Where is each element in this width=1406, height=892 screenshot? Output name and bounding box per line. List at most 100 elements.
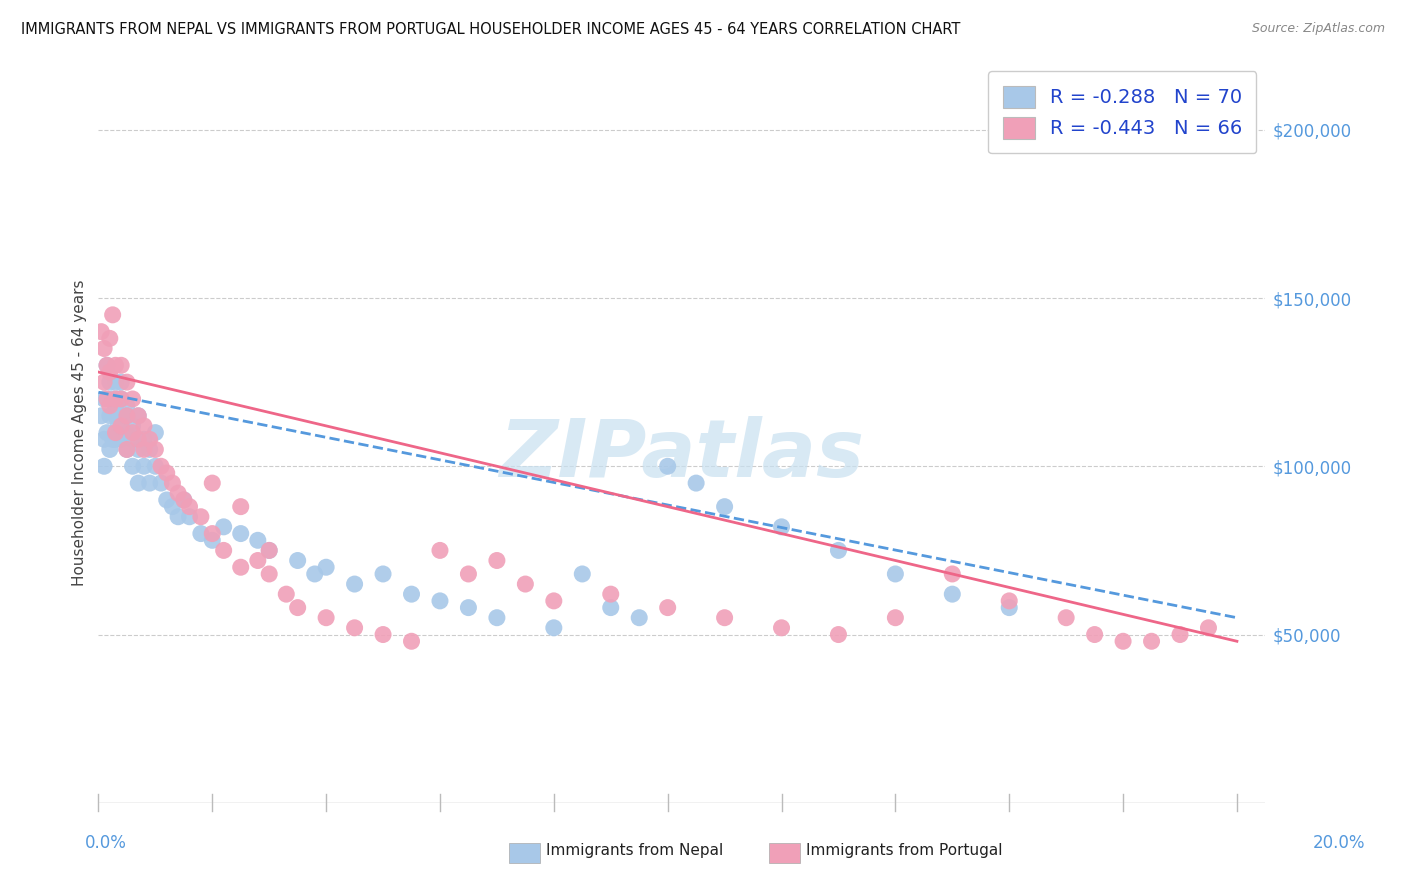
Point: [1112, 634, 1135, 648]
Point: [98, 442, 121, 457]
Point: [212, 520, 235, 534]
Point: [121, 433, 143, 447]
Point: [90, 409, 112, 423]
Point: [685, 476, 707, 491]
Point: [304, 566, 326, 581]
Point: [457, 566, 479, 581]
Point: [96, 392, 118, 406]
Point: [110, 392, 132, 406]
Point: [190, 509, 212, 524]
Point: [115, 399, 138, 413]
Point: [121, 459, 143, 474]
Point: [371, 627, 394, 641]
Point: [287, 600, 309, 615]
Point: [713, 500, 735, 514]
Point: [162, 500, 184, 514]
Point: [941, 587, 963, 601]
Point: [98, 399, 121, 413]
Point: [132, 418, 155, 433]
Point: [115, 442, 138, 457]
Point: [257, 543, 280, 558]
Point: [457, 600, 479, 615]
Point: [104, 409, 127, 423]
Point: [93, 375, 115, 389]
Point: [201, 533, 224, 548]
Point: [1198, 621, 1220, 635]
Point: [246, 553, 269, 567]
Point: [115, 409, 138, 423]
Point: [315, 610, 337, 624]
Point: [1168, 627, 1191, 641]
Point: [98, 365, 121, 379]
Point: [132, 433, 155, 447]
Point: [401, 587, 423, 601]
Point: [485, 610, 508, 624]
Point: [941, 566, 963, 581]
Point: [628, 610, 651, 624]
Point: [599, 600, 621, 615]
Text: 20.0%: 20.0%: [1312, 834, 1365, 852]
Y-axis label: Householder Income Ages 45 - 64 years: Householder Income Ages 45 - 64 years: [72, 279, 87, 586]
Point: [770, 520, 793, 534]
Point: [657, 459, 679, 474]
Point: [110, 433, 132, 447]
Point: [229, 560, 252, 574]
Point: [201, 476, 224, 491]
Point: [150, 476, 173, 491]
Point: [115, 425, 138, 440]
Text: Source: ZipAtlas.com: Source: ZipAtlas.com: [1251, 22, 1385, 36]
Point: [246, 533, 269, 548]
Point: [713, 610, 735, 624]
Point: [101, 433, 124, 447]
Point: [543, 594, 565, 608]
Point: [143, 442, 166, 457]
Point: [107, 392, 129, 406]
Point: [143, 459, 166, 474]
Point: [138, 433, 160, 447]
Point: [132, 442, 155, 457]
Text: IMMIGRANTS FROM NEPAL VS IMMIGRANTS FROM PORTUGAL HOUSEHOLDER INCOME AGES 45 - 6: IMMIGRANTS FROM NEPAL VS IMMIGRANTS FROM…: [21, 22, 960, 37]
Point: [287, 553, 309, 567]
Point: [115, 375, 138, 389]
Point: [121, 392, 143, 406]
Point: [201, 526, 224, 541]
Point: [104, 399, 127, 413]
Point: [257, 566, 280, 581]
Point: [96, 359, 118, 373]
Point: [543, 621, 565, 635]
Point: [827, 543, 849, 558]
Point: [827, 627, 849, 641]
Point: [276, 587, 298, 601]
Point: [104, 425, 127, 440]
Point: [93, 459, 115, 474]
Point: [998, 600, 1021, 615]
Point: [770, 621, 793, 635]
Point: [229, 500, 252, 514]
Point: [104, 375, 127, 389]
Point: [110, 392, 132, 406]
Point: [884, 610, 907, 624]
Point: [101, 392, 124, 406]
Point: [162, 476, 184, 491]
Point: [127, 433, 149, 447]
Point: [343, 577, 366, 591]
Point: [179, 509, 201, 524]
Point: [343, 621, 366, 635]
Point: [93, 433, 115, 447]
Point: [104, 433, 127, 447]
Legend: R = -0.288   N = 70, R = -0.443   N = 66: R = -0.288 N = 70, R = -0.443 N = 66: [988, 71, 1257, 153]
Point: [96, 359, 118, 373]
Point: [110, 359, 132, 373]
Point: [110, 418, 132, 433]
Point: [90, 325, 112, 339]
Point: [127, 442, 149, 457]
Point: [121, 418, 143, 433]
Point: [127, 409, 149, 423]
Point: [127, 476, 149, 491]
Point: [429, 594, 451, 608]
Point: [98, 331, 121, 345]
Point: [101, 308, 124, 322]
Point: [429, 543, 451, 558]
Point: [179, 500, 201, 514]
Text: Immigrants from Nepal: Immigrants from Nepal: [546, 844, 723, 858]
